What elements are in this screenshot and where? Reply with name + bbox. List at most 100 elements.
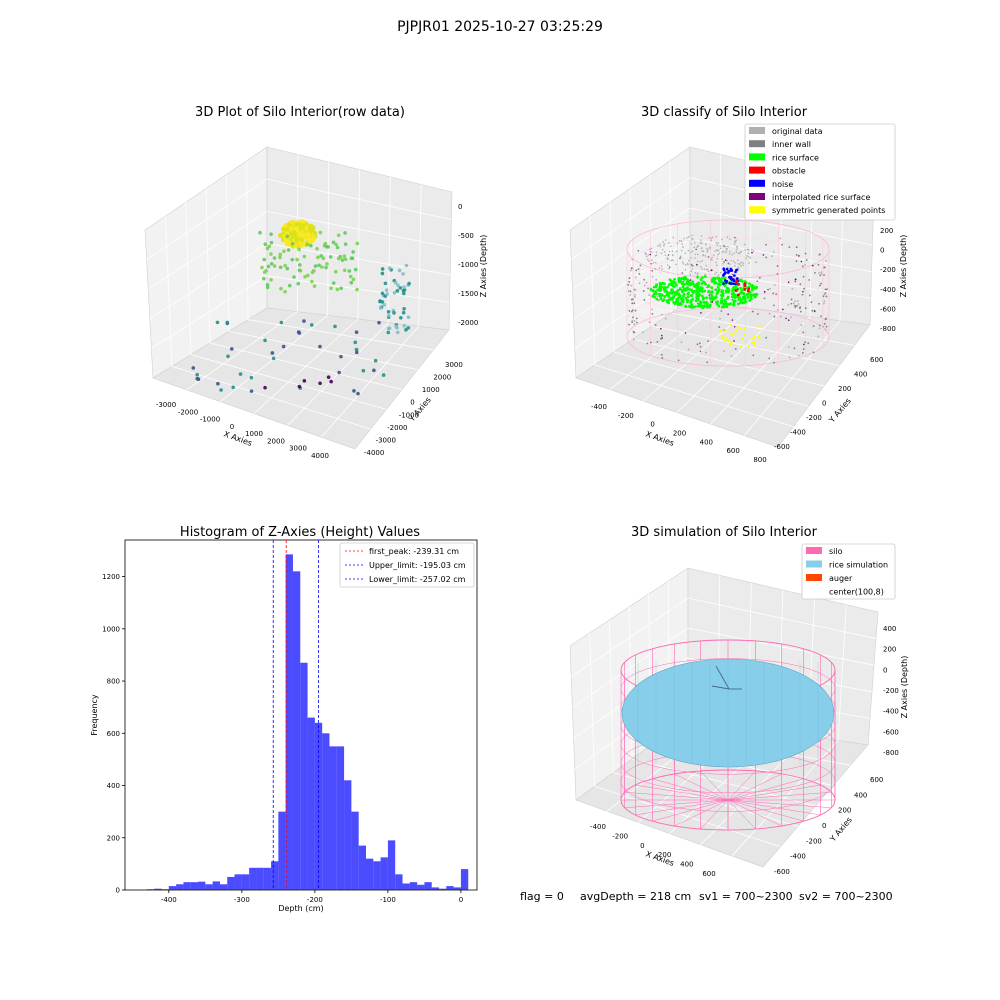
classify-rice-surface-point: [712, 297, 715, 301]
classify-rice-surface-point: [723, 298, 727, 302]
classify-original-point: [715, 271, 718, 274]
classify-original-point: [716, 257, 719, 260]
classify-y-tick: 400: [854, 371, 867, 379]
classify-rice-surface-point: [697, 297, 700, 301]
raw-wall-point: [258, 230, 262, 235]
classify-obstacle-point: [735, 279, 739, 283]
classify-wall-point: [635, 269, 638, 272]
classify-rice-surface-point: [687, 291, 690, 295]
classify-original-point: [647, 254, 650, 256]
classify-wall-point: [795, 246, 798, 249]
raw-floor-point: [354, 330, 359, 334]
classify-rice-surface-point: [753, 293, 757, 296]
histogram-bar: [219, 884, 228, 890]
classify-original-point: [672, 236, 675, 239]
classify-legend-swatch: [749, 193, 765, 200]
histogram-bar: [300, 662, 308, 890]
classify-original-point: [684, 264, 687, 266]
histogram-bar: [344, 780, 352, 890]
classify-interpolated-point: [710, 269, 713, 272]
sim-y-tick: 0: [822, 822, 826, 830]
classify-wall-point: [758, 276, 761, 279]
classify-wall-point: [730, 355, 733, 357]
classify-symmetric-point: [742, 333, 746, 337]
classify-original-point: [680, 240, 683, 242]
raw-wall-point: [343, 231, 347, 235]
raw-surface-point: [294, 226, 300, 232]
classify-rice-surface-point: [717, 304, 721, 308]
classify-rice-surface-point: [698, 287, 702, 291]
classify-rice-surface-point: [675, 283, 678, 287]
classify-wall-point: [776, 265, 779, 267]
classify-wall-point: [720, 310, 723, 312]
classify-original-point: [712, 254, 715, 256]
classify-wall-point: [628, 310, 631, 312]
classify-original-point: [728, 250, 731, 253]
classify-wall-point: [687, 348, 690, 351]
classify-wall-point: [677, 359, 680, 362]
classify-noise-point: [735, 268, 739, 272]
classify-original-point: [711, 256, 713, 259]
raw-floor-point: [318, 344, 322, 349]
classify-original-point: [707, 248, 710, 251]
classify-original-point: [748, 262, 750, 264]
classify-wall-point: [795, 254, 798, 256]
classify-wall-point: [823, 293, 826, 296]
raw-side-point: [401, 272, 405, 276]
raw-deep-point: [297, 384, 302, 389]
raw-wall-point: [297, 263, 302, 267]
classify-wall-point: [792, 302, 795, 305]
classify-rice-surface-point: [690, 303, 694, 307]
raw-floor-point: [215, 320, 220, 325]
classify-wall-point: [804, 307, 807, 310]
raw-wall-point: [336, 233, 341, 238]
histogram-bar: [307, 717, 315, 890]
classify-wall-point: [697, 245, 700, 247]
classify-wall-point: [796, 304, 798, 307]
raw-floor-point: [309, 323, 314, 327]
classify-original-point: [715, 249, 718, 251]
classify-original-point: [750, 248, 753, 251]
raw-surface-point: [281, 227, 287, 232]
classify-wall-point: [632, 316, 634, 319]
classify-original-point: [682, 263, 685, 265]
raw-wall-point: [272, 256, 277, 260]
classify-original-point: [671, 250, 674, 252]
classify-original-point: [733, 252, 735, 254]
classify-wall-point: [630, 298, 633, 301]
classify-wall-point: [643, 284, 646, 287]
raw-side-point: [402, 323, 407, 328]
classify-rice-surface-point: [736, 302, 740, 306]
classify-rice-surface-point: [700, 289, 704, 293]
classify-rice-surface-point: [660, 293, 664, 297]
histogram-bar: [387, 840, 396, 890]
histogram-legend: first_peak: -239.31 cm Upper_limit: -195…: [339, 542, 475, 588]
sim-gridline: [572, 627, 875, 708]
classify-rice-surface-point: [717, 277, 721, 281]
raw-deep-point: [318, 381, 322, 386]
classify-rice-surface-point: [719, 294, 723, 297]
sim-silo-spoke: [727, 770, 756, 801]
classify-rice-surface-point: [694, 289, 698, 293]
classify-rice-surface-point: [690, 294, 694, 297]
classify-rice-surface-point: [677, 276, 681, 280]
raw-gridline: [146, 178, 452, 260]
classify-wall-point: [823, 302, 825, 305]
raw-floor-point: [281, 344, 286, 349]
classify-wall-point: [796, 300, 799, 302]
classify-wall-point: [654, 324, 657, 327]
classify-original-point: [707, 270, 710, 273]
raw-x-tick: -1000: [200, 416, 220, 424]
classify-original-point: [710, 258, 712, 261]
classify-rice-surface-point: [698, 305, 702, 308]
classify-original-point: [731, 253, 733, 256]
raw-side-point: [387, 266, 392, 270]
raw-wall-point: [334, 242, 338, 247]
classify-wall-point: [651, 312, 654, 315]
classify-rice-surface-point: [659, 285, 663, 289]
classify-wall-point: [801, 265, 804, 268]
raw-floor-point: [354, 347, 359, 352]
classify-symmetric-point: [726, 339, 730, 343]
classify-wall-point: [689, 274, 692, 276]
legend-upper-limit-label: Upper_limit: -195.03 cm: [369, 561, 466, 570]
